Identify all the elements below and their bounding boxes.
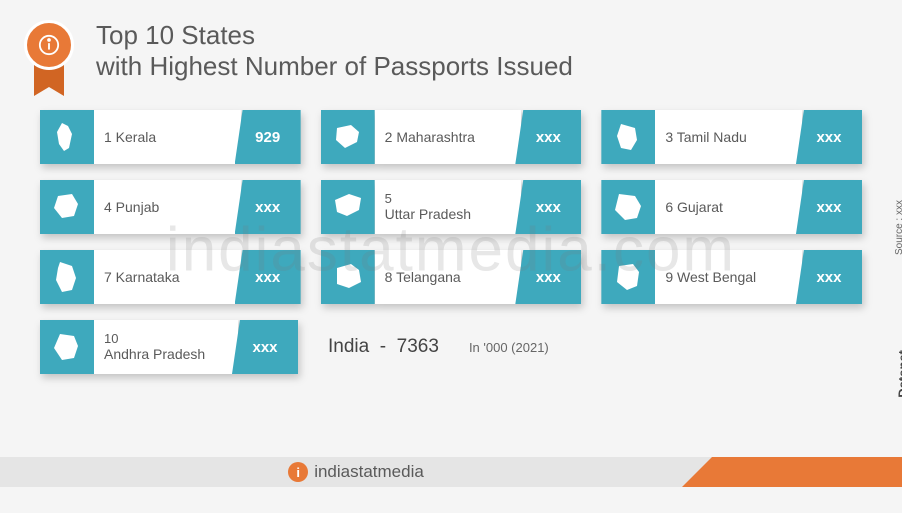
state-card: 2 Maharashtra xxx xyxy=(321,110,582,164)
state-value: xxx xyxy=(515,110,581,164)
info-icon xyxy=(24,20,74,70)
state-card: 8 Telangana xxx xyxy=(321,250,582,304)
page-title: Top 10 States with Highest Number of Pas… xyxy=(96,20,573,82)
info-badge xyxy=(20,20,78,98)
bottom-row: 10 Andhra Pradesh xxx India - 7363 In '0… xyxy=(0,304,902,374)
state-shape-icon xyxy=(321,180,375,234)
unit-text: In '000 (2021) xyxy=(469,340,549,355)
state-label: 4 Punjab xyxy=(94,180,241,234)
source-text: Source : xxx xyxy=(894,200,902,255)
state-rank-name: 4 Punjab xyxy=(104,199,231,216)
brand-text: indiastatmedia xyxy=(314,462,424,482)
state-shape-icon xyxy=(40,110,94,164)
state-shape-icon xyxy=(321,250,375,304)
state-rank: 5 xyxy=(385,191,512,207)
total-value: 7363 xyxy=(397,336,439,357)
state-shape-icon xyxy=(601,250,655,304)
state-rank-name: 9 West Bengal xyxy=(665,269,792,286)
state-card: 1 Kerala 929 xyxy=(40,110,301,164)
state-name: Uttar Pradesh xyxy=(385,206,512,223)
state-label: 8 Telangana xyxy=(375,250,522,304)
state-rank-name: 6 Gujarat xyxy=(665,199,792,216)
state-name: Andhra Pradesh xyxy=(104,346,228,363)
state-value: xxx xyxy=(796,180,862,234)
header: Top 10 States with Highest Number of Pas… xyxy=(0,0,902,98)
state-value: xxx xyxy=(232,320,298,374)
state-shape-icon xyxy=(40,320,94,374)
bottom-brand-stripe: i indiastatmedia xyxy=(0,457,712,487)
state-card: 3 Tamil Nadu xxx xyxy=(601,110,862,164)
state-value: xxx xyxy=(515,180,581,234)
title-line-2: with Highest Number of Passports Issued xyxy=(96,51,573,82)
state-label: 6 Gujarat xyxy=(655,180,802,234)
state-card: 6 Gujarat xxx xyxy=(601,180,862,234)
state-label: 7 Karnataka xyxy=(94,250,241,304)
state-value: xxx xyxy=(515,250,581,304)
title-line-1: Top 10 States xyxy=(96,20,573,51)
total-label: India xyxy=(328,336,369,357)
state-value: 929 xyxy=(235,110,301,164)
state-label: 9 West Bengal xyxy=(655,250,802,304)
state-value: xxx xyxy=(235,180,301,234)
state-shape-icon xyxy=(601,110,655,164)
total-text: India - 7363 xyxy=(328,336,439,358)
state-label: 10 Andhra Pradesh xyxy=(94,320,238,374)
state-rank-name: 3 Tamil Nadu xyxy=(665,129,792,146)
state-shape-icon xyxy=(321,110,375,164)
state-shape-icon xyxy=(601,180,655,234)
state-card: 4 Punjab xxx xyxy=(40,180,301,234)
state-rank-name: 2 Maharashtra xyxy=(385,129,512,146)
brand: i indiastatmedia xyxy=(288,462,424,482)
side-brand: Datanet xyxy=(896,350,902,398)
state-shape-icon xyxy=(40,250,94,304)
state-label: 1 Kerala xyxy=(94,110,241,164)
card-10-slot: 10 Andhra Pradesh xxx xyxy=(40,320,298,374)
state-value: xxx xyxy=(235,250,301,304)
state-rank-name: 1 Kerala xyxy=(104,129,231,146)
cards-grid: 1 Kerala 929 2 Maharashtra xxx 3 Tamil N… xyxy=(0,98,902,304)
brand-icon: i xyxy=(288,462,308,482)
state-card: 5 Uttar Pradesh xxx xyxy=(321,180,582,234)
state-value: xxx xyxy=(796,110,862,164)
state-shape-icon xyxy=(40,180,94,234)
state-card: 10 Andhra Pradesh xxx xyxy=(40,320,298,374)
state-card: 7 Karnataka xxx xyxy=(40,250,301,304)
state-label: 3 Tamil Nadu xyxy=(655,110,802,164)
bottom-bar: i indiastatmedia xyxy=(0,457,902,489)
state-label: 5 Uttar Pradesh xyxy=(375,180,522,234)
state-rank-name: 7 Karnataka xyxy=(104,269,231,286)
state-rank-name: 8 Telangana xyxy=(385,269,512,286)
state-label: 2 Maharashtra xyxy=(375,110,522,164)
state-rank: 10 xyxy=(104,331,228,347)
state-value: xxx xyxy=(796,250,862,304)
state-card: 9 West Bengal xxx xyxy=(601,250,862,304)
